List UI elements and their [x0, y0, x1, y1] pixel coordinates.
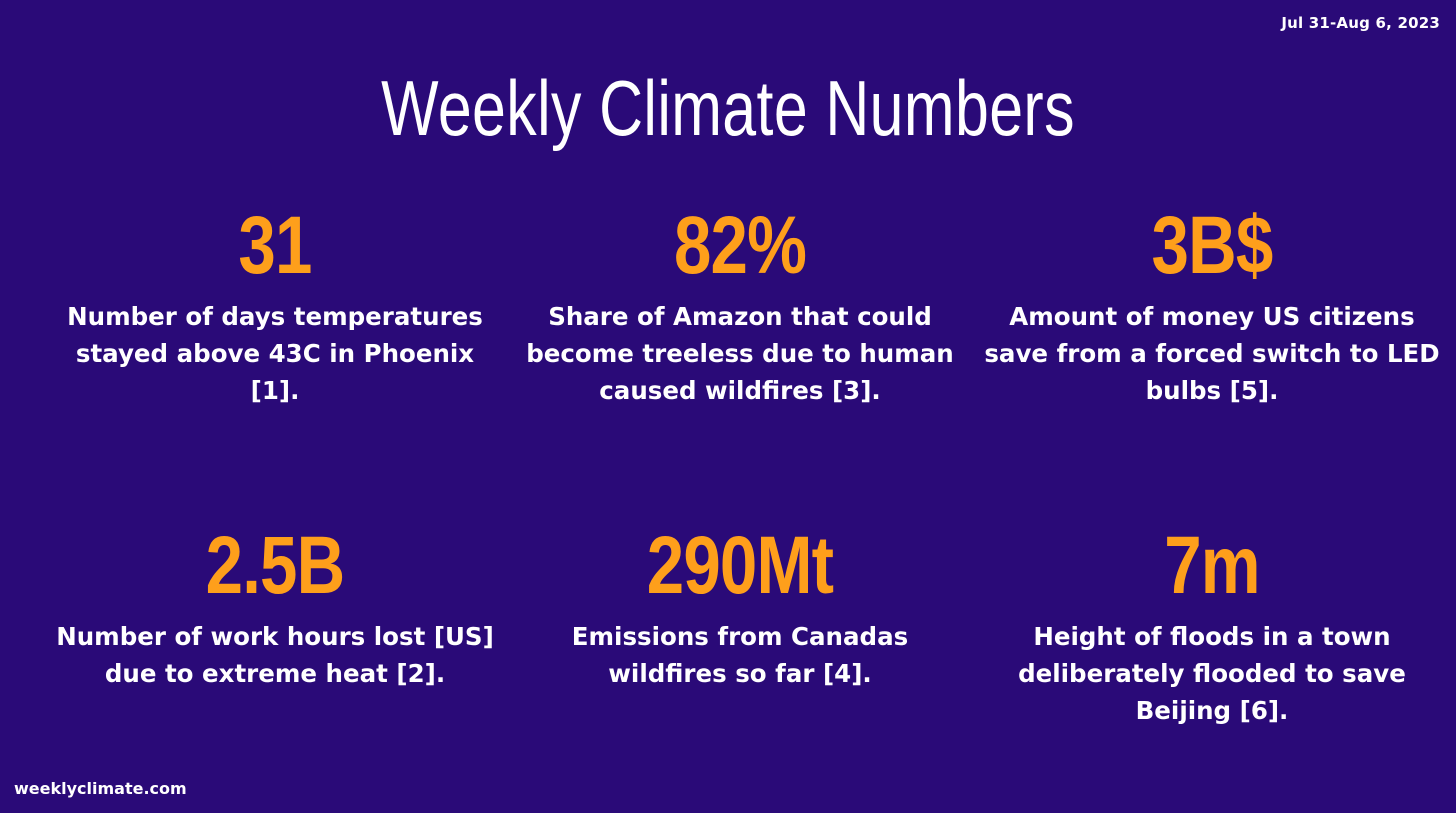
- stat-value: 7m: [1164, 520, 1260, 611]
- stat-card: 2.5B Number of work hours lost [US] due …: [40, 518, 510, 692]
- stat-value: 2.5B: [205, 520, 346, 611]
- stat-value: 82%: [673, 200, 807, 291]
- stat-card: 82% Share of Amazon that could become tr…: [505, 198, 975, 409]
- stat-description: Height of floods in a town deliberately …: [1018, 622, 1406, 725]
- stat-description: Number of work hours lost [US] due to ex…: [56, 622, 494, 688]
- stat-value: 31: [238, 200, 312, 291]
- stat-description: Number of days temperatures stayed above…: [67, 302, 483, 405]
- date-range: Jul 31-Aug 6, 2023: [1281, 14, 1440, 32]
- stat-description: Share of Amazon that could become treele…: [526, 302, 954, 405]
- stat-card: 290Mt Emissions from Canadas wildfires s…: [505, 518, 975, 692]
- stat-card: 3B$ Amount of money US citizens save fro…: [977, 198, 1447, 409]
- stat-card: 7m Height of floods in a town deliberate…: [977, 518, 1447, 729]
- site-url: weeklyclimate.com: [14, 779, 187, 798]
- stat-card: 31 Number of days temperatures stayed ab…: [40, 198, 510, 409]
- stat-description: Amount of money US citizens save from a …: [984, 302, 1440, 405]
- page-title: Weekly Climate Numbers: [381, 64, 1075, 152]
- stat-value: 290Mt: [646, 520, 834, 611]
- stat-value: 3B$: [1151, 200, 1274, 291]
- stat-description: Emissions from Canadas wildfires so far …: [571, 622, 909, 688]
